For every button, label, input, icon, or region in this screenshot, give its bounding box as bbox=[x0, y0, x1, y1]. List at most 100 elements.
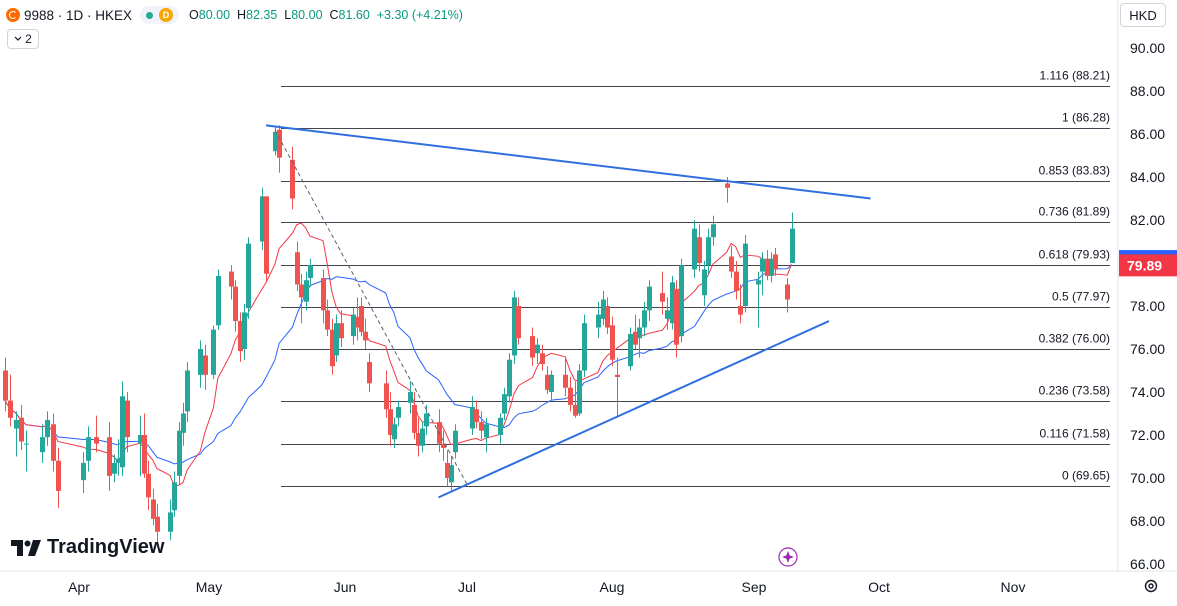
candle-body bbox=[229, 271, 234, 287]
price-tick-label: 74.00 bbox=[1130, 384, 1165, 400]
candle-body bbox=[498, 417, 503, 435]
candle-body bbox=[605, 306, 610, 328]
candle-body bbox=[367, 361, 372, 384]
candle-body bbox=[51, 424, 56, 461]
candle-body bbox=[601, 299, 606, 319]
currency-button[interactable]: HKD bbox=[1120, 3, 1166, 27]
markers bbox=[778, 547, 798, 567]
indicators-count: 2 bbox=[25, 32, 32, 46]
candle-body bbox=[738, 306, 743, 315]
candle-body bbox=[277, 129, 282, 158]
candle-body bbox=[474, 409, 479, 423]
candle-body bbox=[545, 374, 550, 390]
candle-body bbox=[785, 284, 790, 300]
candle-body bbox=[615, 374, 620, 377]
price-tick-label: 84.00 bbox=[1130, 169, 1165, 185]
candle-body bbox=[711, 224, 716, 238]
fib-level-label: 0.618 (79.93) bbox=[1039, 248, 1110, 262]
alibaba-logo-icon bbox=[6, 8, 20, 22]
trendlines[interactable] bbox=[265, 124, 871, 499]
time-axis[interactable]: Apr May Jun Jul Aug Sep Oct Nov bbox=[68, 579, 1025, 595]
candle-body bbox=[198, 349, 203, 375]
candle-body bbox=[81, 462, 86, 481]
candle-body bbox=[388, 409, 393, 435]
candle-body bbox=[321, 278, 326, 311]
candle-body bbox=[125, 400, 130, 438]
fib-level-label: 0.382 (76.00) bbox=[1039, 332, 1110, 346]
trendline[interactable] bbox=[438, 320, 830, 499]
candle-body bbox=[304, 280, 309, 302]
candle-body bbox=[516, 306, 521, 339]
candle-body bbox=[420, 428, 425, 446]
fib-retracement[interactable]: 1.116 (88.21) 1 (86.28) 0.853 (83.83) 0.736… bbox=[281, 69, 1110, 487]
event-marker-icon[interactable] bbox=[778, 547, 798, 567]
time-tick-label: Apr bbox=[68, 579, 90, 595]
candle-body bbox=[453, 430, 458, 453]
settings-gear-icon[interactable] bbox=[1143, 578, 1159, 594]
candle-body bbox=[107, 437, 112, 476]
candle-body bbox=[120, 396, 125, 468]
tradingview-logo[interactable]: TradingView bbox=[11, 536, 164, 559]
symbol-title[interactable]: 9988 · 1D · HKEX bbox=[24, 7, 133, 23]
fib-level-label: 1.116 (88.21) bbox=[1040, 69, 1111, 83]
market-status-pill[interactable]: D bbox=[140, 6, 180, 24]
candle-body bbox=[392, 424, 397, 440]
candle-body bbox=[45, 419, 50, 438]
candle-body bbox=[168, 512, 173, 532]
price-tick-label: 86.00 bbox=[1130, 126, 1165, 142]
candle-body bbox=[756, 280, 761, 285]
candle-body bbox=[773, 254, 778, 270]
candle-body bbox=[146, 473, 151, 498]
fib-level-label: 0 (69.65) bbox=[1062, 469, 1110, 483]
candle-body bbox=[790, 228, 795, 263]
candle-body bbox=[647, 286, 652, 311]
candle-body bbox=[441, 443, 446, 448]
candle-body bbox=[351, 314, 356, 337]
trendline[interactable] bbox=[265, 124, 871, 200]
candle-body bbox=[246, 243, 251, 309]
candle-body bbox=[40, 437, 45, 453]
candle-body bbox=[396, 407, 401, 418]
candle-body bbox=[416, 432, 421, 446]
time-tick-label: Oct bbox=[868, 579, 890, 595]
candle-body bbox=[729, 256, 734, 272]
candle-body bbox=[540, 353, 545, 365]
indicators-collapse-button[interactable]: 2 bbox=[7, 29, 39, 49]
price-tick-label: 88.00 bbox=[1130, 83, 1165, 99]
candle-body bbox=[290, 159, 295, 199]
dashed-projection-line[interactable] bbox=[274, 129, 468, 485]
candle-body bbox=[211, 329, 216, 375]
candle-body bbox=[264, 196, 269, 274]
candle-body bbox=[203, 355, 208, 375]
candle-body bbox=[568, 387, 573, 405]
candle-body bbox=[185, 370, 190, 412]
price-axis[interactable]: 90.0088.0086.0084.0082.0080.0078.0076.00… bbox=[1119, 40, 1177, 572]
price-tick-label: 82.00 bbox=[1130, 212, 1165, 228]
candle-body bbox=[172, 482, 177, 511]
time-tick-label: May bbox=[196, 579, 222, 595]
candle-body bbox=[8, 400, 13, 418]
candle-body bbox=[295, 252, 300, 285]
candle-body bbox=[743, 243, 748, 306]
candle-body bbox=[412, 404, 417, 433]
candle-body bbox=[535, 344, 540, 354]
candle-body bbox=[725, 183, 730, 188]
candle-body bbox=[697, 237, 702, 263]
price-change: +3.30 (+4.21%) bbox=[376, 8, 463, 22]
ma-price-label: 79.89 bbox=[1119, 254, 1177, 277]
candle-body bbox=[14, 419, 19, 429]
candle-body bbox=[3, 370, 8, 401]
candle-body bbox=[299, 284, 304, 298]
price-tick-label: 70.00 bbox=[1130, 470, 1165, 486]
candle-body bbox=[582, 323, 587, 371]
candle-body bbox=[470, 407, 475, 429]
price-tick-label: 76.00 bbox=[1130, 341, 1165, 357]
svg-text:79.89: 79.89 bbox=[1127, 257, 1162, 273]
candle-body bbox=[502, 394, 507, 414]
candle-body bbox=[359, 306, 364, 332]
time-tick-label: Aug bbox=[600, 579, 625, 595]
candle-body bbox=[706, 237, 711, 266]
price-tick-label: 78.00 bbox=[1130, 298, 1165, 314]
candle-body bbox=[233, 286, 238, 322]
